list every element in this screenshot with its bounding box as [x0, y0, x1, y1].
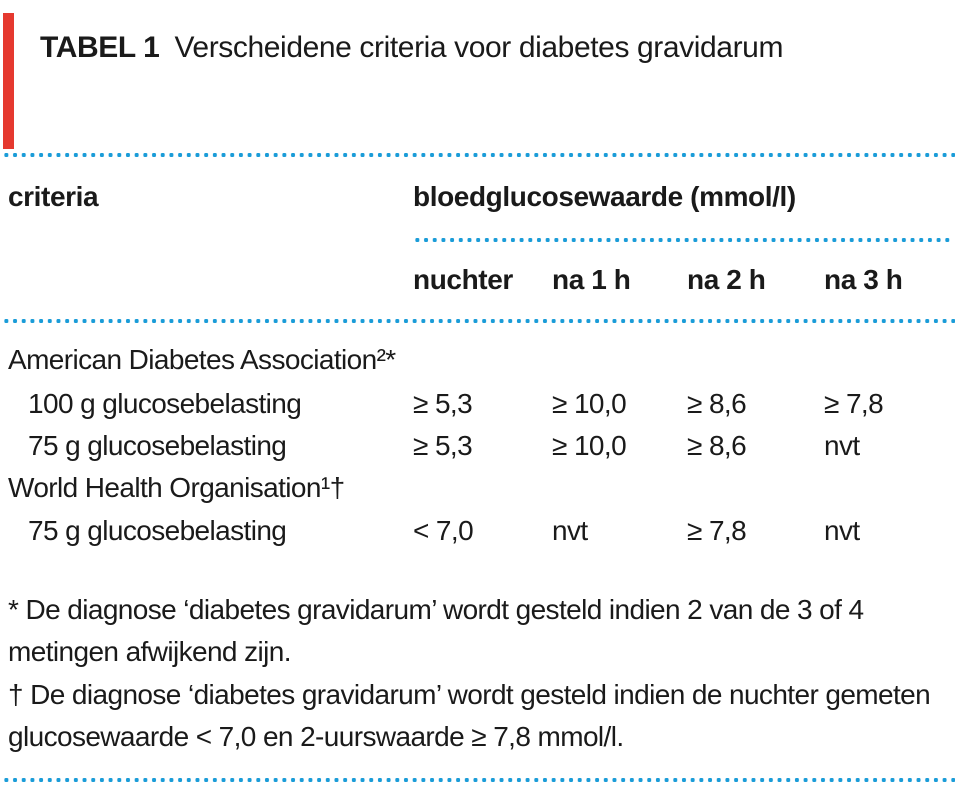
column-header-bloodglucose: bloedglucosewaarde (mmol/l) [413, 181, 796, 212]
table-cell-value: nvt [824, 515, 860, 546]
table-cell-value: ≥ 7,8 [824, 388, 884, 419]
table-row-criteria: 75 g glucosebelasting [28, 430, 287, 461]
table-cell-value: ≥ 5,3 [413, 430, 473, 461]
footnote-dagger-line-1: † De diagnose ‘diabetes gravidarum’ word… [8, 679, 931, 710]
table-cell-value: ≥ 5,3 [413, 388, 473, 419]
table-cell-value: ≥ 8,6 [687, 430, 747, 461]
table-cell-value: < 7,0 [413, 515, 474, 546]
subcolumn-header-na-2h: na 2 h [687, 264, 766, 295]
column-header-criteria: criteria [8, 181, 99, 212]
footnote-asterisk-line-1: * De diagnose ‘diabetes gravidarum’ word… [8, 594, 864, 625]
table-cell-value: nvt [552, 515, 588, 546]
table-cell-value: nvt [824, 430, 860, 461]
table-row-criteria: 100 g glucosebelasting [28, 388, 302, 419]
table-number-label: TABEL 1 [40, 31, 160, 64]
table-row-criteria: 75 g glucosebelasting [28, 515, 287, 546]
subcolumn-header-na-1h: na 1 h [552, 264, 631, 295]
table-row-group-ada: American Diabetes Association²* [8, 344, 396, 375]
dotted-divider-group [413, 237, 952, 243]
dotted-divider-bottom [2, 777, 955, 783]
table-cell-value: ≥ 10,0 [552, 430, 627, 461]
table-caption: Verscheidene criteria voor diabetes grav… [174, 31, 784, 64]
subcolumn-header-na-3h: na 3 h [824, 264, 903, 295]
red-accent-bar [3, 13, 14, 149]
table-cell-value: ≥ 7,8 [687, 515, 747, 546]
subcolumn-header-nuchter: nuchter [413, 264, 513, 295]
dotted-divider-header [2, 318, 955, 324]
dotted-divider-top [2, 152, 955, 158]
table-title: TABEL 1 Verscheidene criteria voor diabet… [40, 33, 783, 63]
footnote-dagger-line-2: glucosewaarde < 7,0 en 2-uurswaarde ≥ 7,… [8, 721, 624, 752]
table-cell-value: ≥ 8,6 [687, 388, 747, 419]
table-row-group-who: World Health Organisation¹† [8, 472, 345, 503]
table-cell-value: ≥ 10,0 [552, 388, 627, 419]
footnote-asterisk-line-2: metingen afwijkend zijn. [8, 636, 291, 667]
